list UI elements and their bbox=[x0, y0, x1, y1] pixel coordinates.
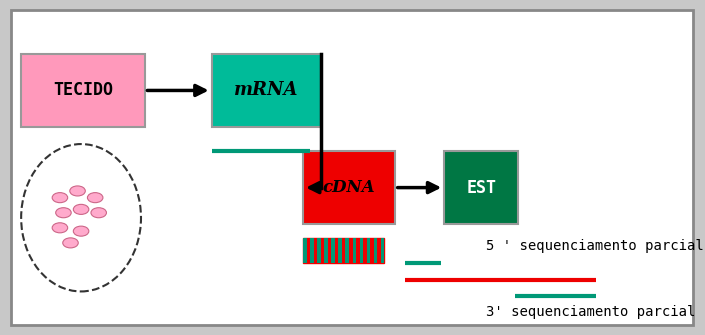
FancyBboxPatch shape bbox=[345, 238, 349, 263]
FancyBboxPatch shape bbox=[381, 238, 384, 263]
FancyBboxPatch shape bbox=[303, 151, 395, 224]
Text: cDNA: cDNA bbox=[323, 179, 375, 196]
Text: mRNA: mRNA bbox=[234, 81, 298, 99]
Ellipse shape bbox=[63, 238, 78, 248]
Text: EST: EST bbox=[466, 179, 496, 197]
FancyBboxPatch shape bbox=[310, 238, 314, 263]
Ellipse shape bbox=[73, 226, 89, 236]
FancyBboxPatch shape bbox=[338, 238, 342, 263]
Text: 5 ' sequenciamento parcial: 5 ' sequenciamento parcial bbox=[486, 239, 704, 253]
FancyBboxPatch shape bbox=[11, 10, 693, 325]
FancyBboxPatch shape bbox=[374, 238, 377, 263]
FancyBboxPatch shape bbox=[303, 238, 384, 263]
Ellipse shape bbox=[52, 193, 68, 203]
Ellipse shape bbox=[73, 204, 89, 214]
Ellipse shape bbox=[87, 193, 103, 203]
FancyBboxPatch shape bbox=[367, 238, 370, 263]
Ellipse shape bbox=[91, 208, 106, 218]
Ellipse shape bbox=[56, 208, 71, 218]
FancyBboxPatch shape bbox=[360, 238, 363, 263]
FancyBboxPatch shape bbox=[303, 238, 307, 263]
FancyBboxPatch shape bbox=[324, 238, 328, 263]
FancyBboxPatch shape bbox=[444, 151, 518, 224]
Ellipse shape bbox=[21, 144, 141, 291]
Ellipse shape bbox=[70, 186, 85, 196]
FancyBboxPatch shape bbox=[212, 54, 321, 127]
FancyBboxPatch shape bbox=[317, 238, 321, 263]
Ellipse shape bbox=[52, 223, 68, 233]
Text: 3' sequenciamento parcial: 3' sequenciamento parcial bbox=[486, 305, 696, 319]
Text: TECIDO: TECIDO bbox=[53, 81, 113, 99]
FancyBboxPatch shape bbox=[331, 238, 335, 263]
FancyBboxPatch shape bbox=[21, 54, 145, 127]
FancyBboxPatch shape bbox=[352, 238, 356, 263]
